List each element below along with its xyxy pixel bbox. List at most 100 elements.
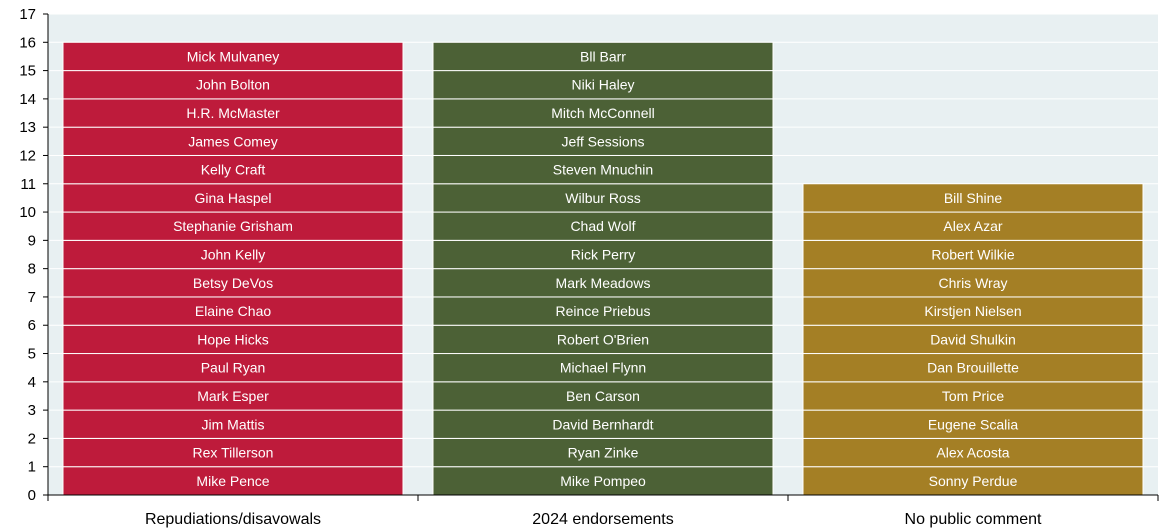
bar-segment (432, 183, 774, 213)
bar-segment (802, 466, 1144, 496)
segment-label: Niki Haley (571, 77, 634, 93)
segment-label: Bill Shine (944, 190, 1003, 206)
segment-label: Eugene Scalia (928, 416, 1019, 432)
segment-label: Gina Haspel (194, 190, 271, 206)
segment-label: Robert Wilkie (931, 247, 1014, 263)
bar-segment (802, 353, 1144, 383)
bar-segment (62, 268, 404, 298)
segment-label: Ryan Zinke (568, 445, 639, 461)
segment-label: James Comey (188, 133, 277, 149)
bar-1: Mike Pompeo Ryan Zinke David Bernhardt Ben … (432, 41, 774, 496)
segment-label: Rex Tillerson (193, 445, 274, 461)
bar-segment (62, 409, 404, 439)
bar-segment (802, 183, 1144, 213)
bar-segment (62, 41, 404, 72)
segment-label: Elaine Chao (195, 303, 271, 319)
bar-segment (432, 353, 774, 383)
segment-label: John Kelly (201, 247, 266, 263)
bar-segment (432, 239, 774, 270)
bar-segment (62, 211, 404, 241)
bar-2: Sonny Perdue Alex Acosta Eugene Scalia Tom … (802, 183, 1144, 496)
segment-label: Chris Wray (939, 275, 1008, 291)
y-tick-label: 8 (28, 261, 36, 278)
bar-segment (432, 211, 774, 241)
x-category-label: Repudiations/disavowals (145, 511, 321, 528)
bar-segment (432, 466, 774, 496)
bar-segment (432, 41, 774, 72)
y-tick-label: 5 (28, 346, 36, 363)
bar-segment (802, 239, 1144, 270)
bar-segment (432, 98, 774, 128)
bar-segment (432, 324, 774, 355)
segment-label: Alex Acosta (936, 445, 1009, 461)
bar-segment (62, 98, 404, 128)
segment-label: Tom Price (942, 388, 1004, 404)
segment-label: Robert O'Brien (557, 331, 649, 347)
bar-segment (802, 437, 1144, 468)
y-tick-label: 14 (19, 91, 36, 108)
segment-label: Kelly Craft (201, 162, 266, 178)
y-tick-label: 3 (28, 402, 36, 419)
segment-label: Michael Flynn (560, 360, 646, 376)
y-tick-label: 13 (19, 119, 36, 136)
bar-segment (432, 126, 774, 156)
y-tick-label: 9 (28, 232, 36, 249)
segment-label: David Bernhardt (552, 416, 653, 432)
segment-label: H.R. McMaster (186, 105, 280, 121)
segment-label: Mark Esper (197, 388, 269, 404)
segment-label: Hope Hicks (197, 331, 269, 347)
segment-label: Stephanie Grisham (173, 218, 293, 234)
segment-label: Kirstjen Nielsen (924, 303, 1021, 319)
bar-segment (62, 154, 404, 185)
segment-label: David Shulkin (930, 331, 1016, 347)
y-tick-label: 10 (19, 204, 36, 221)
bar-segment (802, 409, 1144, 439)
bar-segment (62, 239, 404, 270)
bar-segment (62, 126, 404, 156)
segment-label: Mick Mulvaney (187, 48, 280, 64)
y-tick-label: 2 (28, 430, 36, 447)
x-category-label: 2024 endorsements (532, 511, 673, 528)
bar-0: Mike Pence Rex Tillerson Jim Mattis Mark Es… (62, 41, 404, 496)
segment-label: Chad Wolf (570, 218, 635, 234)
segment-label: Sonny Perdue (929, 473, 1018, 489)
segment-label: Reince Priebus (556, 303, 651, 319)
bar-segment (62, 296, 404, 326)
segment-label: Ben Carson (566, 388, 640, 404)
bar-segment (62, 381, 404, 411)
segment-label: Alex Azar (943, 218, 1002, 234)
bar-segment (62, 353, 404, 383)
bar-segment (432, 437, 774, 468)
segment-label: Jeff Sessions (561, 133, 644, 149)
bar-segment (62, 324, 404, 355)
bar-segment (62, 437, 404, 468)
bar-segment (432, 296, 774, 326)
segment-label: Rick Perry (571, 247, 636, 263)
segment-label: Mike Pence (196, 473, 269, 489)
segment-label: Mitch McConnell (551, 105, 654, 121)
bar-segment (432, 70, 774, 100)
y-tick-label: 4 (28, 374, 36, 391)
y-tick-label: 1 (28, 459, 36, 476)
y-tick-label: 15 (19, 63, 36, 80)
segment-label: Jim Mattis (202, 416, 265, 432)
y-tick-label: 0 (28, 487, 36, 504)
segment-label: Dan Brouillette (927, 360, 1019, 376)
x-category-label: No public comment (905, 511, 1043, 528)
segment-label: Betsy DeVos (193, 275, 273, 291)
bar-segment (432, 409, 774, 439)
segment-label: Paul Ryan (201, 360, 266, 376)
y-tick-label: 12 (19, 147, 36, 164)
segment-label: Mark Meadows (556, 275, 651, 291)
bar-segment (62, 183, 404, 213)
segment-label: Mike Pompeo (560, 473, 646, 489)
bars: Mike Pence Rex Tillerson Jim Mattis Mark Es… (62, 41, 1144, 496)
y-tick-label: 7 (28, 289, 36, 306)
axes: 01234567891011121314151617Repudiations/d… (19, 6, 1159, 528)
segment-label: Steven Mnuchin (553, 162, 653, 178)
segment-label: John Bolton (196, 77, 270, 93)
segment-label: Bll Barr (580, 48, 626, 64)
y-tick-label: 6 (28, 317, 36, 334)
bar-segment (802, 268, 1144, 298)
